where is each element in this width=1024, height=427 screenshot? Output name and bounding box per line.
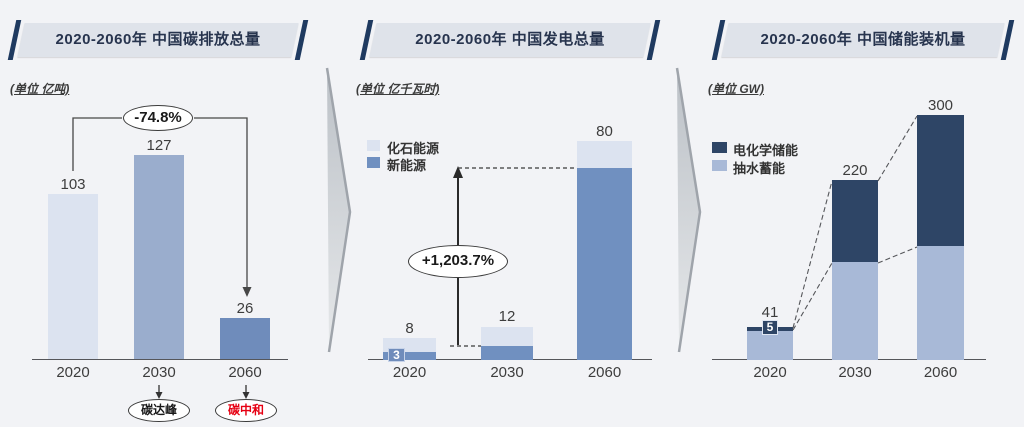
dashed-connector xyxy=(792,180,833,329)
legend-swatch-pumped-icon xyxy=(712,160,727,171)
change-callout: +1,203.7% xyxy=(408,245,508,278)
chevron-separator-edge xyxy=(325,67,352,353)
segment-value-chip: 5 xyxy=(762,320,778,335)
total-label: 300 xyxy=(927,97,954,114)
segment-newenergy-2060 xyxy=(577,168,632,360)
legend-label-pumped: 抽水蓄能 xyxy=(733,161,786,176)
panel1-title-banner: 2020-2060年 中国碳排放总量 xyxy=(7,20,309,60)
total-label: 8 xyxy=(405,320,414,337)
value-label: 26 xyxy=(236,300,254,317)
panel3-title-banner: 2020-2060年 中国储能装机量 xyxy=(711,20,1015,60)
legend-swatch-fossil-icon xyxy=(367,140,380,151)
x-tick-label: 2030 xyxy=(490,364,524,381)
carbon-peak-callout: 碳达峰 xyxy=(128,399,190,422)
panel2-title: 2020-2060年 中国发电总量 xyxy=(415,31,605,48)
dashed-connector xyxy=(877,115,918,182)
x-tick-label: 2060 xyxy=(923,364,958,381)
change-callout: -74.8% xyxy=(123,105,193,131)
panel2-unit-label: (单位 亿千瓦时) xyxy=(356,82,440,96)
down-arrowhead-icon xyxy=(242,287,252,297)
legend-swatch-newenergy-icon xyxy=(367,157,380,168)
panel3-title: 2020-2060年 中国储能装机量 xyxy=(760,31,966,48)
panel1-x-axis xyxy=(32,359,288,360)
x-tick-label: 2060 xyxy=(587,364,622,381)
up-arrowhead-icon xyxy=(453,166,463,178)
legend-swatch-electrochem-icon xyxy=(712,142,727,153)
chevron-separator-icon xyxy=(327,68,350,352)
segment-value-chip: 3 xyxy=(388,348,405,362)
carbon-neutral-callout: 碳中和 xyxy=(215,399,277,422)
x-tick-label: 2020 xyxy=(392,364,427,381)
panel3-unit-label: (单位 GW) xyxy=(708,82,764,96)
x-tick-label: 2020 xyxy=(56,364,90,381)
legend-label-electrochem: 电化学储能 xyxy=(733,143,799,158)
legend-label-newenergy: 新能源 xyxy=(387,158,427,173)
segment-fossil-2060 xyxy=(577,141,632,168)
total-label: 41 xyxy=(761,304,779,321)
total-label: 12 xyxy=(498,308,516,325)
segment-pumped-2020 xyxy=(747,331,793,360)
total-label: 80 xyxy=(596,123,613,140)
segment-electrochem-2060 xyxy=(917,115,964,246)
panel1-unit-label: (单位 亿吨) xyxy=(10,82,70,96)
value-label: 127 xyxy=(146,137,172,154)
x-tick-label: 2030 xyxy=(142,364,176,381)
bar-emissions-2030 xyxy=(134,155,184,359)
x-tick-label: 2020 xyxy=(753,364,787,381)
chevron-separator-icon xyxy=(677,68,700,352)
dashed-connector xyxy=(792,262,833,331)
bar-emissions-2060 xyxy=(220,318,270,359)
chevron-separator-edge xyxy=(675,67,702,353)
segment-pumped-2060 xyxy=(917,246,964,360)
x-tick-label: 2060 xyxy=(228,364,262,381)
down-arrowhead-icon xyxy=(155,392,163,399)
bracket-left-line xyxy=(72,117,122,171)
segment-electrochem-2030 xyxy=(832,180,878,262)
segment-newenergy-2030 xyxy=(481,346,533,360)
panel1-title: 2020-2060年 中国碳排放总量 xyxy=(55,31,261,48)
x-tick-label: 2030 xyxy=(838,364,872,381)
bracket-right-line xyxy=(194,117,248,289)
segment-fossil-2030 xyxy=(481,327,533,346)
total-label: 220 xyxy=(842,162,868,179)
bar-emissions-2020 xyxy=(48,194,98,359)
legend-label-fossil: 化石能源 xyxy=(387,141,440,156)
segment-pumped-2030 xyxy=(832,262,878,360)
down-arrowhead-icon xyxy=(242,392,250,399)
segment-newenergy-2020 xyxy=(383,352,436,360)
value-label: 103 xyxy=(60,176,86,193)
panel2-title-banner: 2020-2060年 中国发电总量 xyxy=(359,20,661,60)
dashed-connector xyxy=(877,246,918,264)
